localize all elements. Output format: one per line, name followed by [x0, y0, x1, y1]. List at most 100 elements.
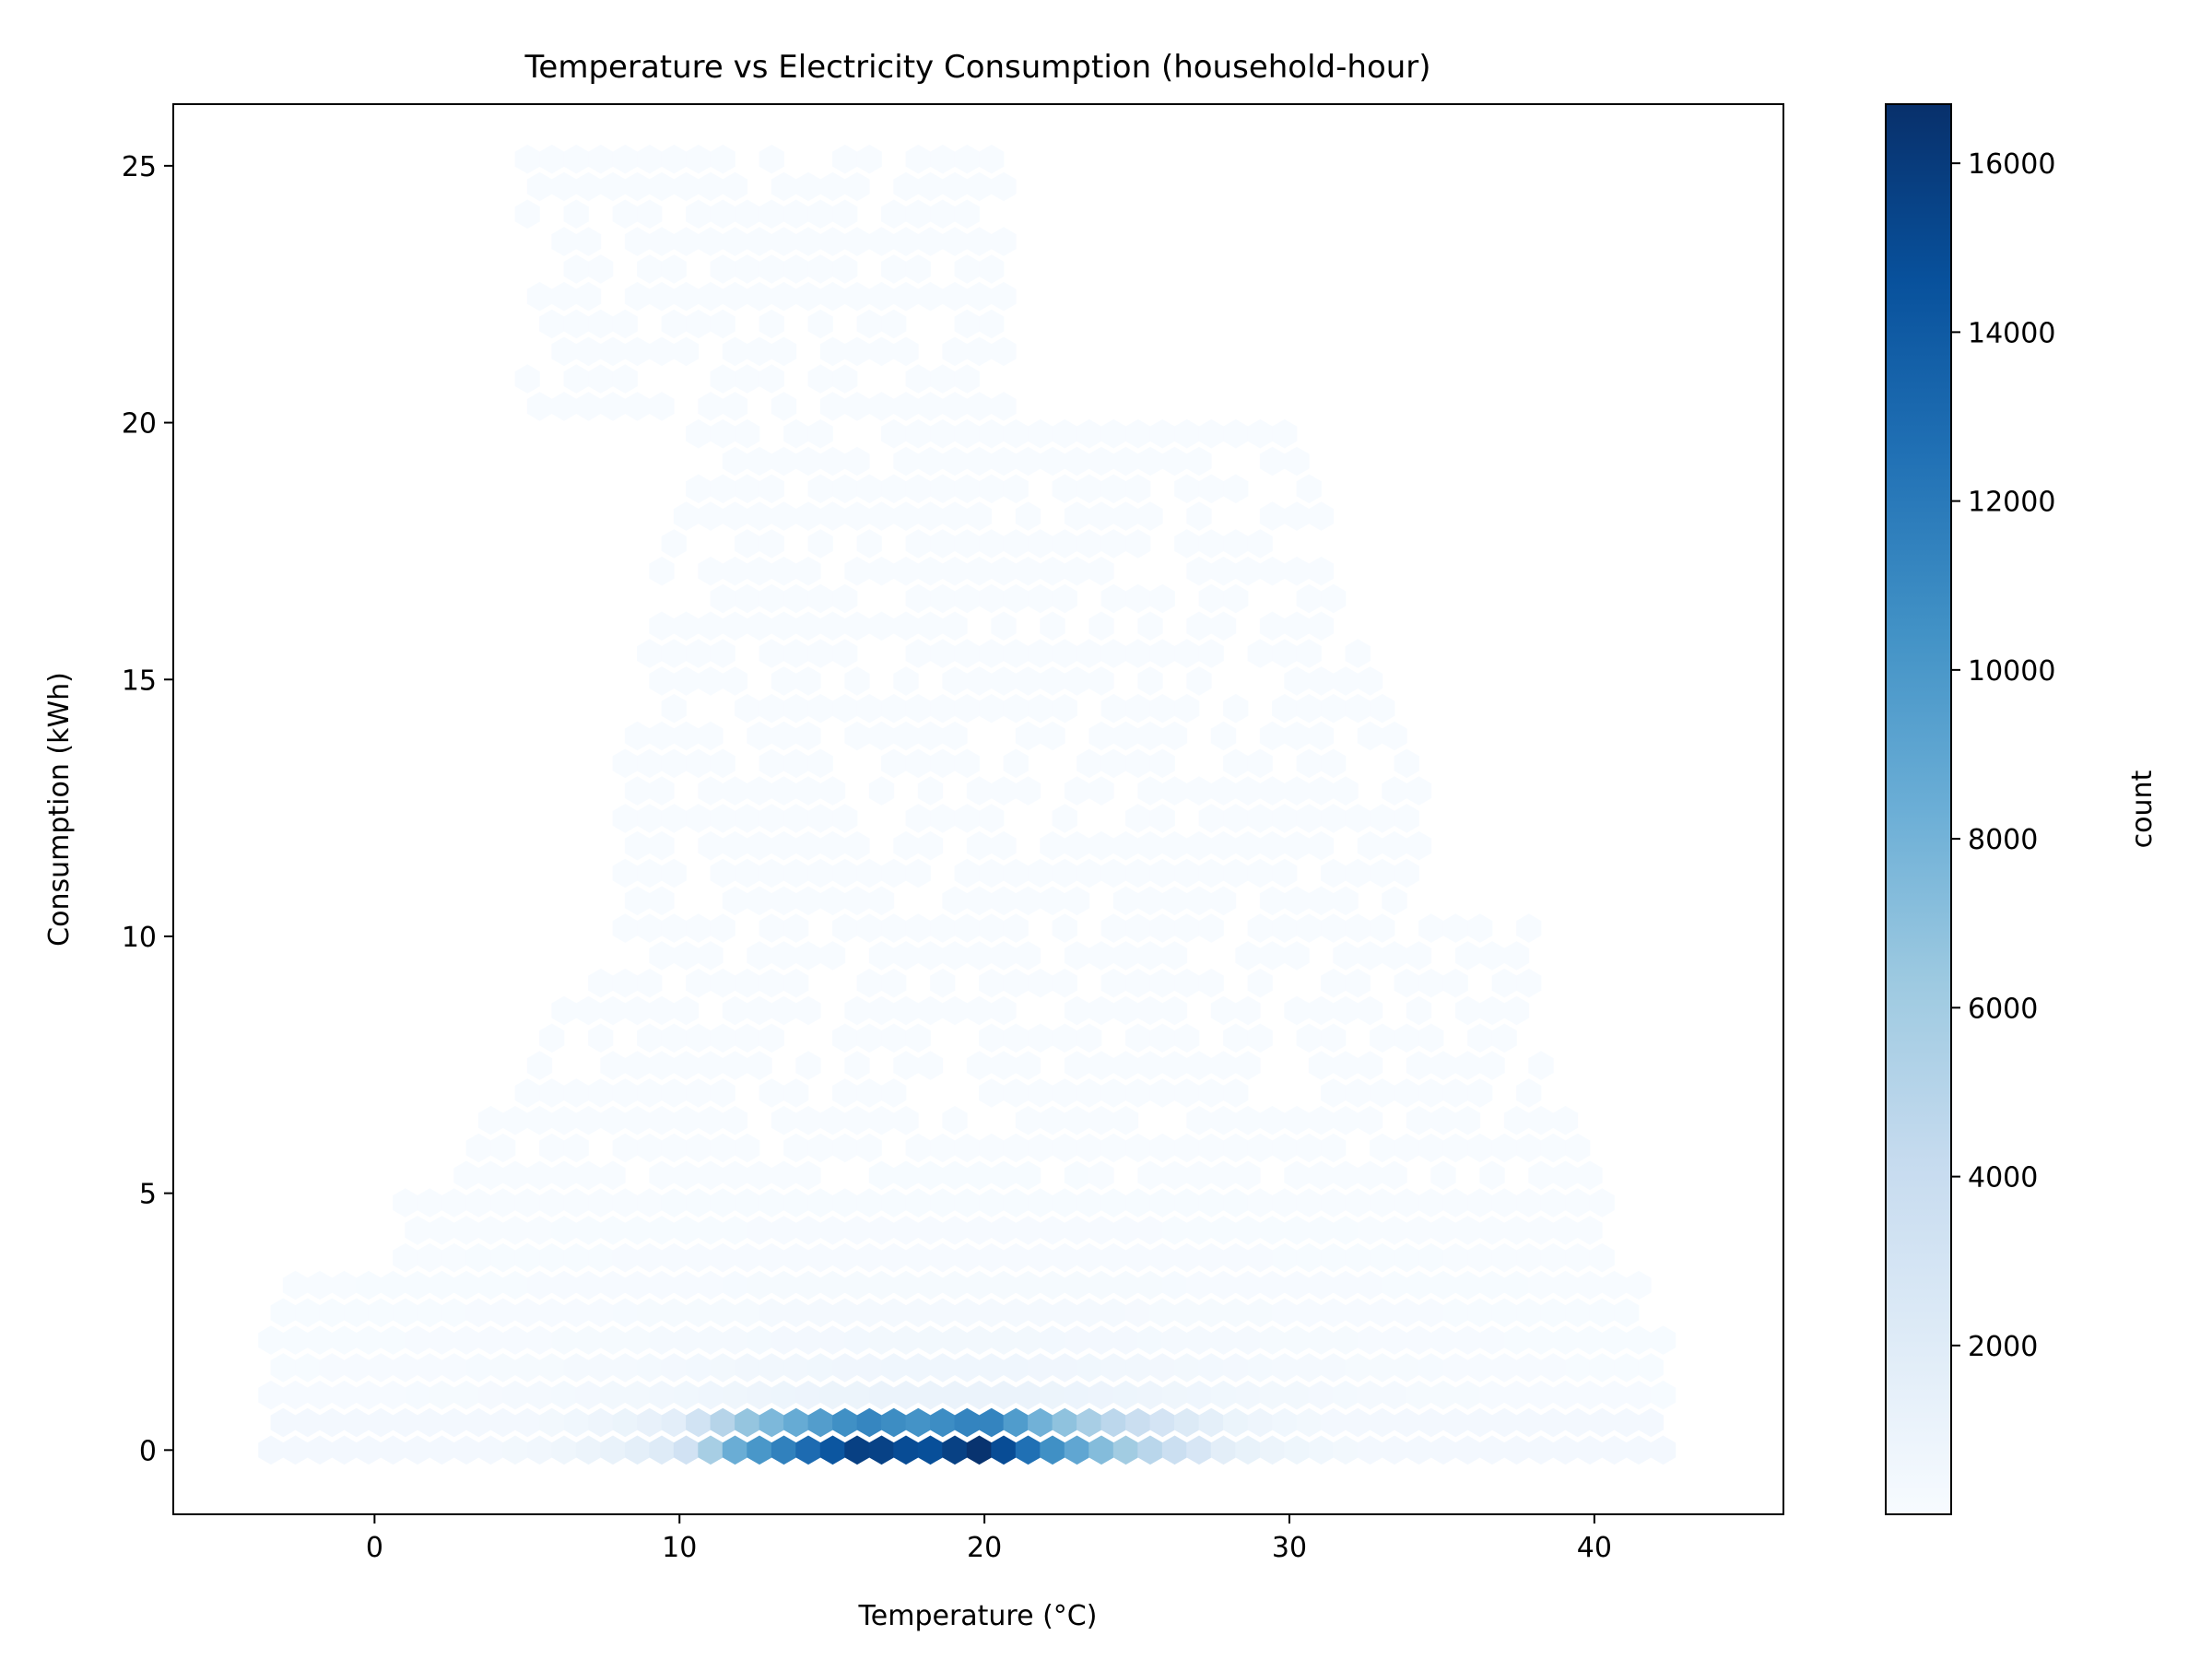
hexbin-cell-98 [1247, 1407, 1273, 1438]
hexbin-cell-1448 [661, 144, 687, 174]
hexbin-cell-690 [1321, 1078, 1347, 1108]
hexbin-cell-1178 [844, 556, 870, 586]
hexbin-cell-876 [1467, 913, 1493, 943]
hexbin-cell-87 [979, 1407, 1005, 1438]
hexbin-cell-1193 [1284, 556, 1310, 586]
hexbin-cell-1372 [893, 281, 919, 312]
hexbin-cell-1132 [698, 611, 724, 641]
hexbin-cell-1332 [624, 336, 651, 367]
hexbin-cell-331 [1321, 1298, 1347, 1328]
hexbin-cell-533 [1223, 1188, 1249, 1218]
hexbin-cell-1254 [1198, 474, 1224, 504]
hexbin-cell-1122 [1125, 639, 1151, 668]
hexbin-cell-1297 [1223, 418, 1249, 449]
hexbin-cell-330 [1296, 1298, 1322, 1328]
hexbin-cell-93 [1125, 1407, 1151, 1438]
hexbin-cell-349 [405, 1270, 430, 1300]
hexbin-cell-820 [698, 941, 724, 971]
hexbin-cell-1192 [1259, 556, 1286, 586]
hexbin-cell-983 [1321, 804, 1347, 833]
hexbin-cell-805 [1100, 968, 1126, 998]
hexbin-cell-1361 [624, 281, 651, 312]
hexbin-cell-978 [1198, 804, 1224, 833]
hexbin-cell-886 [868, 886, 895, 916]
hexbin-cell-567 [966, 1160, 993, 1191]
hexbin-cell-22 [795, 1435, 821, 1465]
hexbin-cell-359 [649, 1270, 675, 1300]
hexbin-cell-491 [1406, 1216, 1432, 1245]
hexbin-cell-346 [331, 1270, 358, 1300]
hexbin-cell-1331 [600, 336, 626, 367]
hexbin-cell-460 [649, 1216, 675, 1245]
hexbin-cell-1004 [1186, 776, 1212, 806]
hexbin-cell-16 [649, 1435, 675, 1465]
hexbin-cell-947 [1064, 830, 1090, 861]
hexbin-cell-701 [649, 1051, 675, 1080]
hexbin-cell-830 [991, 941, 1017, 971]
hexbin-cell-780 [1210, 995, 1237, 1026]
hexbin-cell-384 [1259, 1270, 1286, 1300]
hexbin-cell-981 [1272, 804, 1298, 833]
hexbin-cell-1123 [1149, 639, 1175, 668]
hexbin-cell-1031 [1247, 748, 1273, 779]
hexbin-cell-1274 [1161, 446, 1188, 477]
hexbin-cell-677 [856, 1078, 882, 1108]
hexbin-cell-1265 [942, 446, 968, 477]
hexbin-cell-1032 [1296, 748, 1322, 779]
hexbin-cell-932 [1394, 858, 1419, 888]
hexbin-cell-654 [1259, 1105, 1286, 1135]
hexbin-cell-801 [979, 968, 1005, 998]
hexbin-cell-1259 [771, 446, 797, 477]
hexbin-cell-1369 [819, 281, 846, 312]
hexbin-cell-226 [1565, 1353, 1591, 1382]
hexbin-cell-463 [722, 1216, 748, 1245]
hexbin-cell-455 [526, 1216, 553, 1245]
hexbin-cell-147 [1040, 1380, 1065, 1410]
hexbin-cell-1210 [1174, 529, 1200, 559]
hexbin-cell-611 [1149, 1133, 1175, 1163]
hexbin-cell-418 [832, 1242, 858, 1273]
hexbin-cell-1049 [1088, 721, 1114, 751]
hexbin-cell-546 [1540, 1188, 1566, 1218]
hexbin-cell-1338 [819, 336, 846, 367]
hexbin-cell-438 [1321, 1242, 1347, 1273]
hexbin-cell-92 [1100, 1407, 1126, 1438]
hexbin-cell-1370 [844, 281, 870, 312]
hexbin-cell-1299 [1272, 418, 1298, 449]
hexbin-cell-940 [819, 830, 846, 861]
hexbin-cell-440 [1370, 1242, 1395, 1273]
hexbin-cell-113 [1614, 1407, 1640, 1438]
hexbin-cell-999 [1015, 776, 1041, 806]
hexbin-cell-569 [1015, 1160, 1041, 1191]
hexbin-cell-760 [600, 995, 626, 1026]
hexbin-cell-862 [1052, 913, 1077, 943]
hexbin-cell-650 [1112, 1105, 1139, 1135]
hexbin-cell-558 [698, 1160, 724, 1191]
hexbin-cell-857 [905, 913, 931, 943]
hexbin-cell-1355 [881, 309, 907, 339]
hexbin-cell-1425 [551, 171, 577, 202]
hexbin-cell-462 [698, 1216, 724, 1245]
hexbin-cell-815 [1442, 968, 1468, 998]
hexbin-cell-1109 [759, 639, 784, 668]
hexbin-cell-807 [1149, 968, 1175, 998]
hexbin-cell-27 [917, 1435, 944, 1465]
hexbin-cell-1082 [1345, 693, 1371, 724]
hexbin-cell-360 [673, 1270, 700, 1300]
hexbin-cell-1042 [844, 721, 870, 751]
hexbin-cell-4 [356, 1435, 382, 1465]
hexbin-cell-864 [1125, 913, 1151, 943]
hexbin-cell-1317 [514, 364, 540, 394]
hexbin-cell-1197 [759, 529, 784, 559]
hexbin-cell-1320 [612, 364, 638, 394]
hexbin-cell-482 [1186, 1216, 1212, 1245]
hexbin-cell-1238 [735, 474, 760, 504]
hexbin-cell-1076 [1149, 693, 1175, 724]
hexbin-cell-788 [1479, 995, 1505, 1026]
hexbin-cell-1416 [759, 199, 784, 229]
hexbin-cell-224 [1516, 1353, 1542, 1382]
hexbin-cell-9 [477, 1435, 504, 1465]
hexbin-cell-1308 [771, 392, 797, 421]
hexbin-cell-110 [1540, 1407, 1566, 1438]
hexbin-cell-305 [686, 1298, 712, 1328]
